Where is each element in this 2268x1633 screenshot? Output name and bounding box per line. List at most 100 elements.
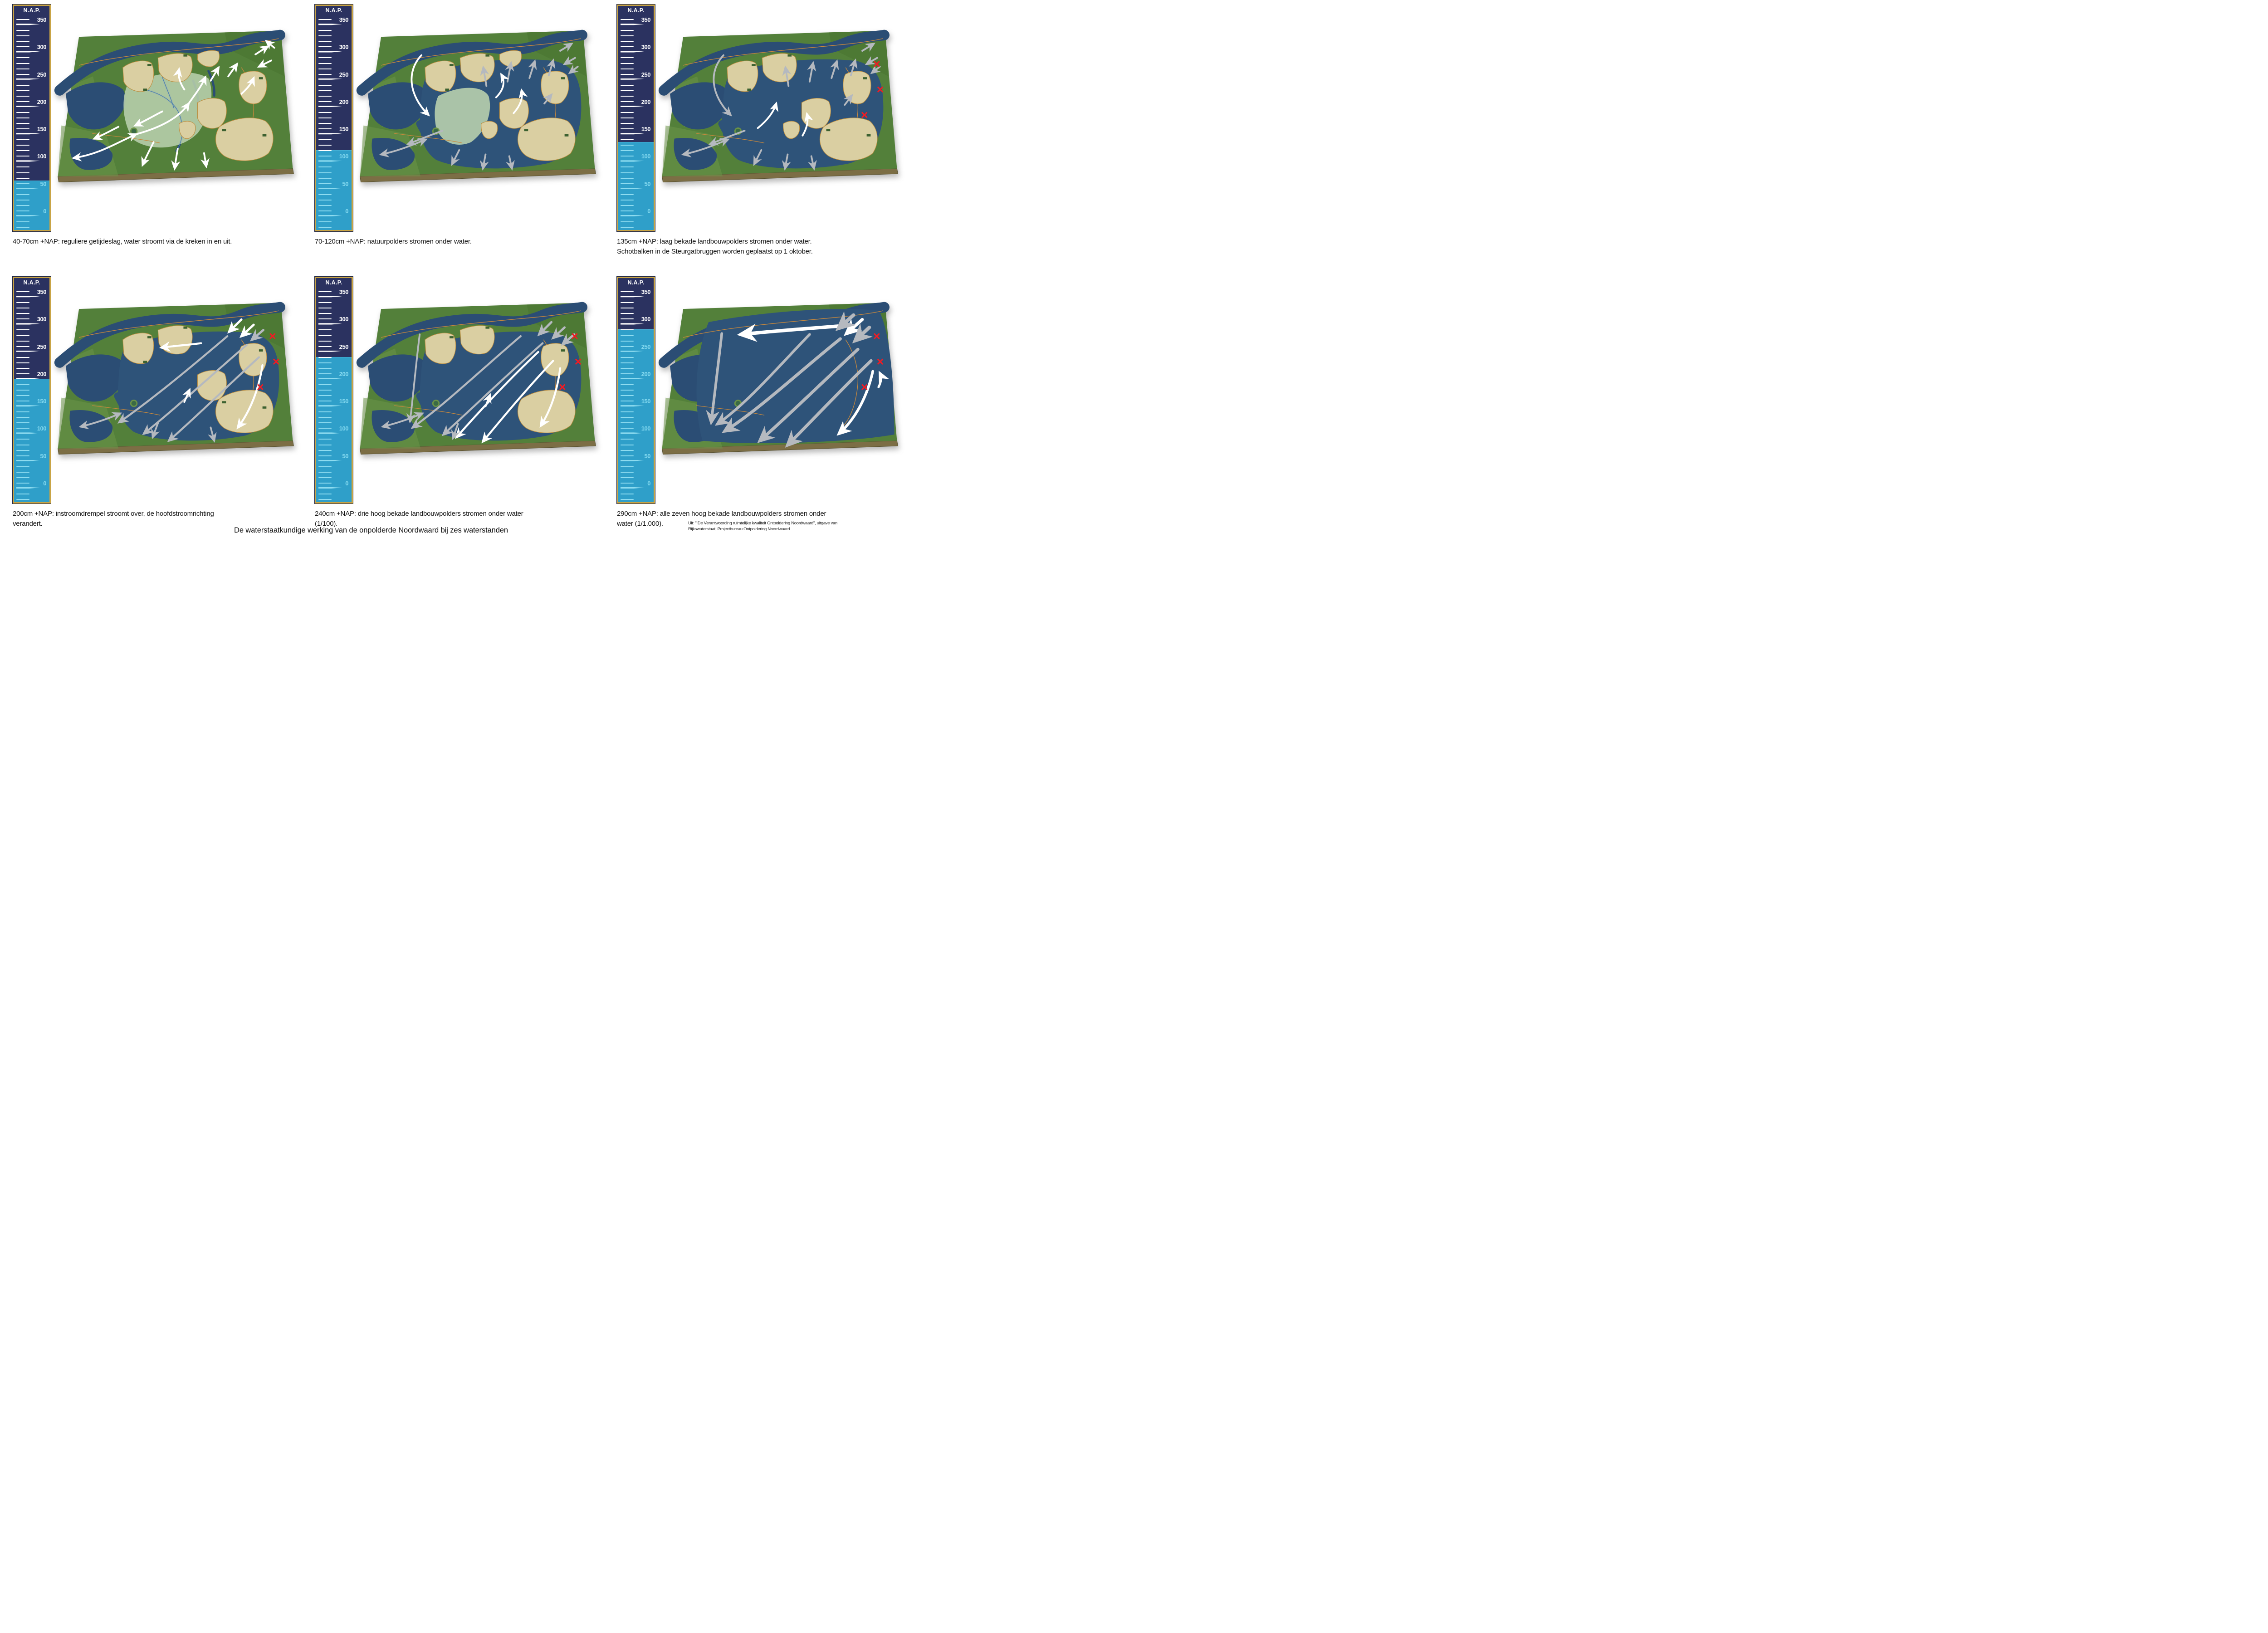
closed-barrier-x-icon: [877, 358, 884, 365]
gauge-minor-tick: [621, 291, 634, 293]
gauge-minor-tick: [318, 177, 332, 179]
gauge-tick-label: 250: [641, 71, 651, 78]
gauge-major-tick: [318, 350, 342, 352]
gauge-minor-tick: [621, 313, 634, 314]
flow-arrow: [782, 65, 792, 87]
gauge-minor-tick: [621, 90, 634, 91]
lake: [670, 82, 730, 130]
gauge-tick-label: 200: [641, 370, 651, 377]
gauge-tick-label: 100: [339, 425, 349, 432]
nap-gauge: 0 50 100 150 200 250 300 350 N.A.P.: [617, 277, 655, 504]
farm-building: [485, 54, 490, 57]
gauge-minor-tick: [621, 210, 634, 211]
dike-line: [381, 310, 581, 338]
farm-building: [259, 77, 263, 79]
gauge-minor-tick: [318, 46, 332, 48]
gauge-tick-label: 150: [641, 398, 651, 405]
flow-arrow: [830, 59, 839, 79]
polder: [425, 332, 456, 364]
gauge-minor-tick: [16, 477, 29, 478]
gauge-minor-tick: [318, 172, 332, 173]
gauge-minor-tick: [621, 384, 634, 385]
gauge-minor-tick: [16, 428, 29, 429]
gauge-minor-tick: [621, 302, 634, 303]
gauge-major-tick: [16, 160, 40, 162]
gauge-minor-tick: [16, 390, 29, 391]
gauge-major-tick: [621, 78, 644, 80]
gauge-minor-tick: [621, 19, 634, 20]
flow-arrow: [133, 110, 163, 127]
closed-barrier-x-icon: [575, 358, 582, 365]
flow-arrow: [441, 342, 544, 436]
panel-caption: 135cm +NAP: laag bekade landbouwpolders …: [617, 238, 813, 255]
flow-arrow: [865, 56, 878, 65]
flow-arrow: [135, 102, 190, 135]
gauge-tick-label: 350: [641, 16, 651, 24]
dike-line: [78, 38, 279, 66]
gauge-minor-tick: [318, 357, 332, 358]
flow-arrow: [188, 75, 207, 105]
flow-arrow: [210, 65, 220, 82]
gauge-minor-tick: [318, 466, 332, 467]
gauge-title: N.A.P.: [325, 7, 342, 14]
flow-arrow: [257, 59, 272, 68]
panel-3: 0 50 100 150 200 250 300 350 N.A.P. 135cm +NAP:…: [604, 0, 906, 272]
flow-arrow: [785, 359, 873, 448]
gauge-minor-tick: [16, 95, 29, 97]
polder: [727, 60, 758, 92]
gauge-tick-label: 250: [641, 343, 651, 350]
nap-gauge: 0 50 100 150 200 250 300 350 N.A.P.: [315, 277, 353, 504]
dike-line: [394, 133, 463, 143]
gauge-minor-tick: [318, 73, 332, 75]
gauge-major-tick: [318, 296, 342, 298]
gauge-minor-tick: [16, 172, 29, 173]
nap-gauge: 0 50 100 150 200 250 300 350 N.A.P.: [617, 5, 655, 231]
gauge-minor-tick: [621, 150, 634, 152]
gauge-tick-label: 150: [339, 398, 349, 405]
gauge-minor-tick: [318, 117, 332, 118]
pond: [432, 399, 440, 407]
flow-map: [658, 29, 898, 182]
flow-arrow: [870, 64, 881, 74]
gauge-minor-tick: [16, 177, 29, 179]
gauge-tick-label: 100: [641, 425, 651, 432]
flow-arrow: [236, 364, 264, 430]
gauge-minor-tick: [621, 183, 634, 184]
gauge-minor-tick: [621, 422, 634, 424]
flow-arrow: [562, 56, 576, 65]
dike-line: [78, 310, 279, 338]
gauge-minor-tick: [318, 428, 332, 429]
gauge-major-tick: [318, 160, 342, 162]
gauge-minor-tick: [318, 318, 332, 320]
gauge-tick-label: 250: [339, 343, 349, 350]
farm-building: [143, 361, 147, 363]
gauge-tick-label: 0: [43, 479, 46, 487]
river: [54, 302, 285, 368]
flow-arrow: [173, 67, 186, 91]
dike-line: [683, 310, 883, 338]
pond: [130, 399, 138, 407]
gauge-minor-tick: [16, 183, 29, 184]
gauge-minor-tick: [318, 128, 332, 130]
panel-grid: 0 50 100 150 200 250 300 350 N.A.P. 40-70cm +NA…: [0, 0, 907, 544]
flow-arrow: [757, 101, 778, 129]
gauge-title: N.A.P.: [23, 279, 40, 286]
gauge-minor-tick: [16, 139, 29, 141]
gauge-minor-tick: [318, 329, 332, 331]
farm-building: [183, 54, 188, 57]
gauge-minor-tick: [318, 57, 332, 59]
flow-arrow: [411, 335, 522, 429]
gauge-minor-tick: [621, 450, 634, 451]
gauge-minor-tick: [318, 30, 332, 31]
gauge-tick-label: 0: [345, 207, 348, 215]
closed-barrier-x-icon: [874, 61, 880, 67]
farm-building: [450, 336, 454, 338]
gauge-minor-tick: [318, 139, 332, 141]
gauge-minor-tick: [621, 73, 634, 75]
flow-arrow: [861, 43, 876, 52]
gauge-minor-tick: [16, 41, 29, 42]
flow-map: [54, 302, 294, 455]
gauge-tick-label: 100: [37, 153, 47, 160]
gauge-water-level: [618, 329, 654, 502]
gauge-major-tick: [16, 350, 40, 352]
